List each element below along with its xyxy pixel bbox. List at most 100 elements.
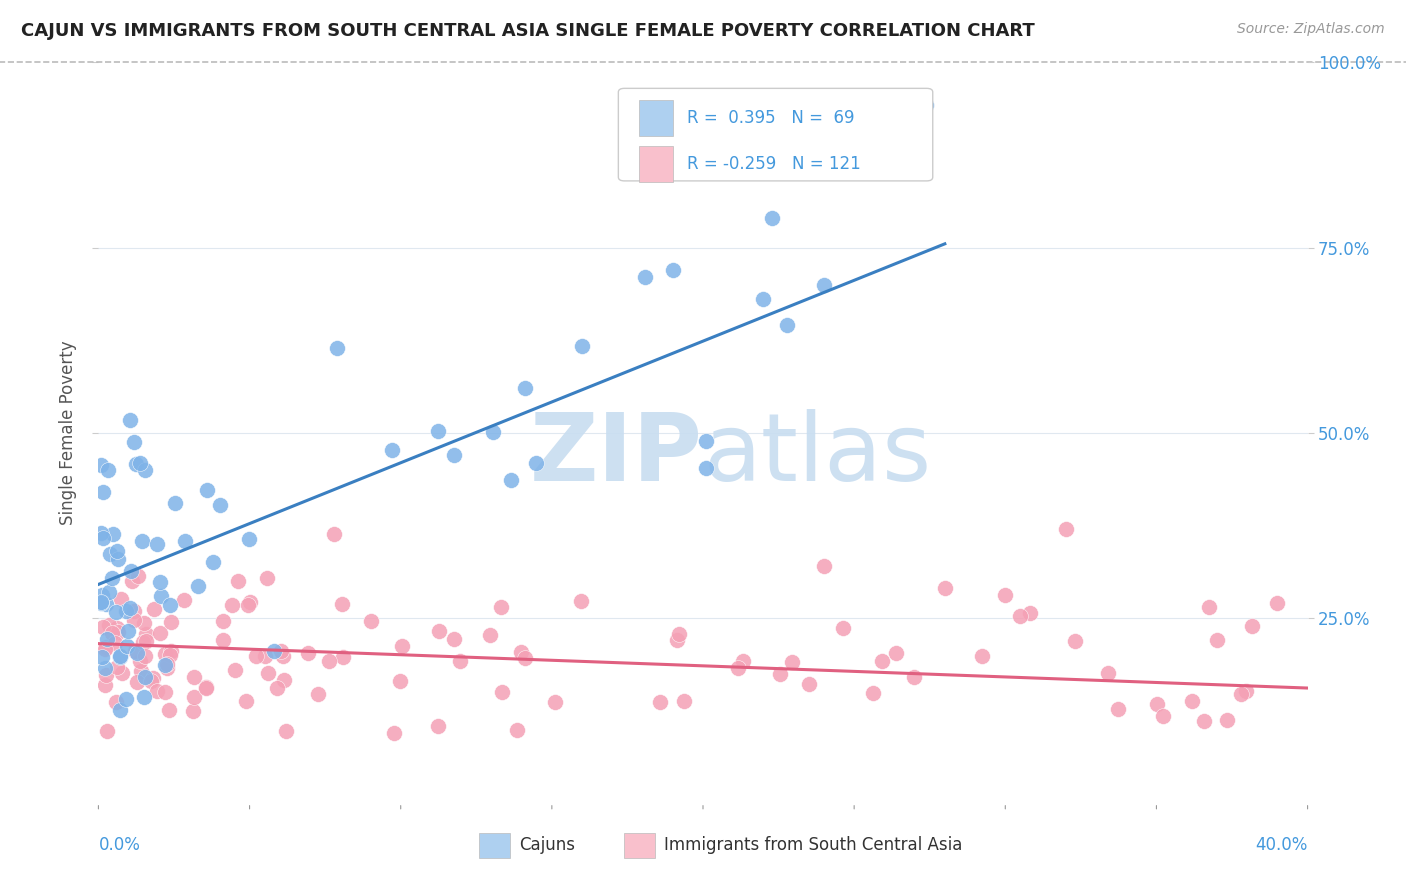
Point [236, 598, 259, 612]
Point [104, 606, 127, 620]
Point [257, 666, 280, 681]
Point [91, 649, 114, 664]
Point [208, 498, 231, 512]
Text: Cajuns: Cajuns [519, 836, 575, 854]
Point [149, 626, 172, 640]
Point [98, 548, 121, 562]
Point [153, 684, 176, 698]
Point [90, 525, 112, 540]
Bar [638, 100, 673, 136]
Point [98, 618, 121, 632]
Point [970, 649, 993, 664]
Point [513, 380, 536, 394]
Text: Immigrants from South Central Asia: Immigrants from South Central Asia [664, 836, 963, 854]
Point [1097, 665, 1119, 680]
Point [1192, 714, 1215, 728]
Point [127, 569, 149, 583]
Point [1181, 694, 1204, 708]
Point [93, 642, 115, 657]
Point [94, 640, 117, 654]
Point [149, 589, 172, 603]
Point [429, 624, 451, 638]
Point [499, 473, 522, 487]
Point [1206, 632, 1229, 647]
Point [118, 601, 141, 615]
Point [239, 595, 262, 609]
Point [129, 654, 152, 668]
Text: R = -0.259   N = 121: R = -0.259 N = 121 [688, 155, 860, 173]
Point [93, 678, 115, 692]
Point [134, 463, 156, 477]
Point [506, 723, 529, 738]
Point [1107, 702, 1129, 716]
Point [101, 626, 124, 640]
Point [544, 695, 567, 709]
Point [235, 694, 257, 708]
Point [914, 98, 936, 112]
Point [1019, 606, 1042, 620]
Point [124, 644, 146, 658]
Text: atlas: atlas [703, 409, 931, 500]
Text: Source: ZipAtlas.com: Source: ZipAtlas.com [1237, 22, 1385, 37]
Point [132, 690, 155, 704]
Point [270, 644, 292, 658]
Point [273, 673, 295, 688]
Point [274, 723, 297, 738]
Point [107, 625, 129, 640]
Point [273, 648, 295, 663]
Point [93, 485, 115, 500]
Point [90, 595, 112, 609]
Point [105, 659, 128, 673]
Point [115, 639, 138, 653]
Point [1010, 609, 1032, 624]
Point [862, 686, 884, 700]
FancyBboxPatch shape [619, 88, 932, 181]
Point [1267, 596, 1289, 610]
Point [195, 483, 218, 498]
Point [391, 639, 413, 653]
Point [90, 596, 112, 610]
Point [245, 649, 267, 664]
Point [934, 581, 956, 595]
Point [238, 532, 260, 546]
Point [1054, 522, 1077, 536]
Point [94, 597, 117, 611]
Point [648, 695, 671, 709]
Point [134, 669, 156, 683]
Point [695, 461, 717, 475]
Point [797, 677, 820, 691]
Point [131, 534, 153, 549]
Point [752, 293, 775, 307]
Point [111, 665, 134, 680]
Point [142, 671, 165, 685]
Point [120, 564, 142, 578]
Point [104, 636, 127, 650]
Text: R =  0.395   N =  69: R = 0.395 N = 69 [688, 109, 855, 127]
Point [727, 661, 749, 675]
Point [110, 591, 132, 606]
Point [661, 262, 683, 277]
Point [94, 661, 117, 675]
Point [110, 649, 132, 664]
Point [994, 589, 1017, 603]
Point [443, 448, 465, 462]
Point [142, 602, 165, 616]
Point [146, 537, 169, 551]
Point [672, 694, 695, 708]
Point [482, 425, 505, 439]
Text: 40.0%: 40.0% [1256, 836, 1308, 855]
Point [360, 614, 382, 628]
Point [318, 654, 340, 668]
Point [96, 723, 118, 738]
Point [1064, 633, 1087, 648]
Point [904, 107, 927, 121]
Point [733, 654, 755, 668]
Point [96, 632, 118, 646]
Point [382, 726, 405, 740]
Point [105, 621, 128, 635]
Point [157, 703, 180, 717]
Point [1234, 684, 1257, 698]
Point [105, 543, 128, 558]
Point [153, 647, 176, 661]
Point [388, 673, 411, 688]
